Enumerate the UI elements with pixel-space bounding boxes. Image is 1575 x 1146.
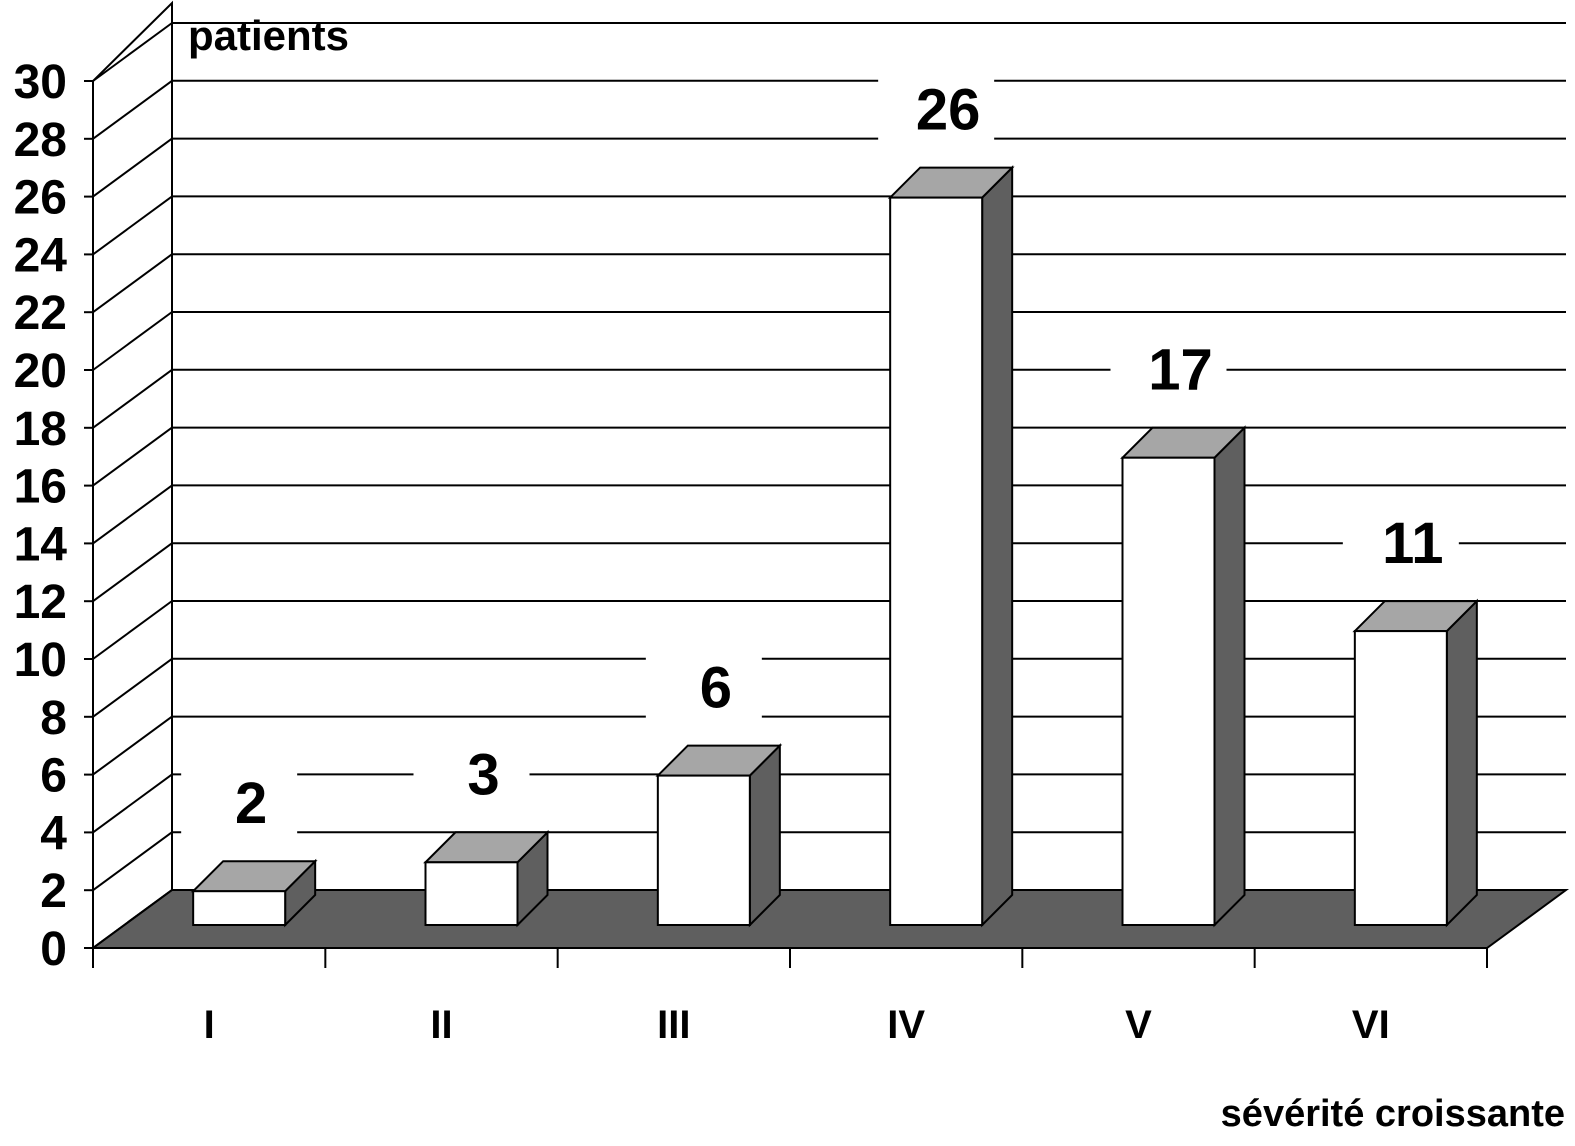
data-label-backdrop [878, 77, 995, 144]
y-tick-label: 20 [14, 345, 67, 398]
x-tick-label: I [204, 1003, 215, 1047]
gridline-side [92, 889, 173, 949]
y-tick-label: 18 [14, 403, 67, 456]
gridline-side [92, 773, 173, 834]
x-tick-label: III [657, 1003, 690, 1047]
gridline-side [92, 831, 173, 892]
side-wall [92, 0, 173, 950]
bar-front [1121, 456, 1216, 926]
bar-front [1353, 630, 1448, 926]
x-tick-label: VI [1352, 1003, 1390, 1047]
gridline-side [92, 600, 173, 660]
y-axis-title: patients [188, 12, 349, 59]
bar-front [192, 890, 287, 927]
bar-I [190, 858, 318, 928]
y-tick-label: 12 [14, 576, 67, 629]
x-tick-label: V [1125, 1003, 1152, 1047]
y-tick-label: 6 [40, 750, 67, 803]
gridline-side [92, 715, 173, 776]
gridline-side [92, 657, 173, 718]
bar-side [1445, 598, 1478, 928]
gridline-side [92, 484, 173, 545]
gridline-side [92, 368, 173, 429]
data-label-backdrop [181, 771, 298, 838]
bars [190, 165, 1480, 928]
chart-walls [92, 0, 173, 950]
data-label-backdrop [645, 655, 762, 722]
gridline-side [92, 22, 173, 82]
x-axis-title: sévérité croissante [1221, 1093, 1565, 1135]
data-label: 2 [235, 771, 267, 836]
bar-II [423, 829, 550, 928]
gridline-side [92, 253, 173, 314]
chart-floor-plane [89, 889, 1570, 949]
data-label: 26 [916, 78, 981, 143]
gridline-side [92, 79, 173, 140]
bar-V [1120, 425, 1247, 928]
data-label-backdrop [1342, 511, 1459, 578]
y-tick-label: 22 [14, 287, 67, 340]
axes [84, 80, 1488, 968]
chart-floor [89, 889, 1570, 949]
bar-IV [887, 165, 1015, 928]
y-tick-label: 10 [14, 634, 67, 687]
y-tick-label: 8 [40, 692, 67, 745]
bar-III [655, 743, 783, 928]
y-tick-label: 16 [14, 461, 67, 514]
gridline-side [92, 542, 173, 603]
data-label: 11 [1382, 511, 1443, 576]
bar-front [656, 774, 751, 926]
bar-side [981, 165, 1014, 928]
x-tick-label: IV [887, 1003, 925, 1047]
y-tick-label: 0 [40, 923, 67, 976]
data-label-backdrop [413, 742, 530, 809]
bar-VI [1352, 598, 1480, 928]
data-label: 3 [467, 742, 499, 807]
y-tick-label: 2 [40, 865, 67, 918]
bar-front [889, 196, 984, 927]
gridline-side [92, 426, 173, 487]
gridline-side [92, 195, 173, 256]
x-tick-label: II [430, 1003, 452, 1047]
bar-front [424, 861, 519, 926]
y-tick-label: 28 [14, 114, 67, 167]
gridlines [92, 22, 1566, 949]
y-tick-label: 14 [14, 518, 68, 571]
y-tick-label: 24 [14, 229, 68, 282]
y-tick-label: 4 [40, 807, 67, 860]
gridline-side [92, 311, 173, 371]
data-label: 17 [1148, 338, 1213, 403]
gridline-side [92, 137, 173, 198]
data-label: 6 [700, 656, 732, 721]
y-tick-label: 30 [14, 56, 67, 109]
y-tick-label: 26 [14, 172, 67, 225]
data-label-backdrop [1110, 337, 1227, 404]
bar-side [1213, 425, 1246, 928]
